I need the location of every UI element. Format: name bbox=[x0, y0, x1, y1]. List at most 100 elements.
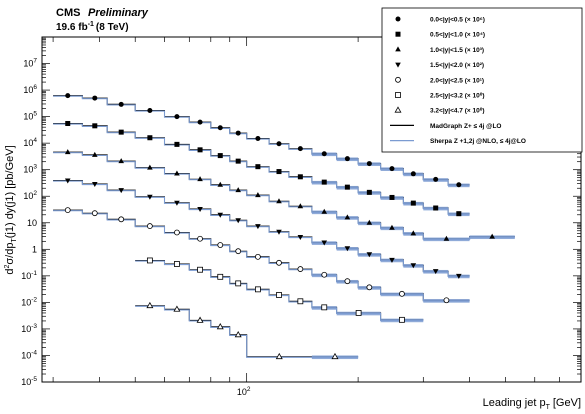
status-label: Preliminary bbox=[88, 7, 149, 19]
data-point bbox=[65, 121, 71, 127]
y-tick-label: 10-1 bbox=[21, 270, 37, 281]
data-point bbox=[432, 269, 439, 275]
data-point bbox=[366, 161, 372, 167]
y-tick-label: 1 bbox=[32, 244, 37, 254]
data-point bbox=[321, 151, 327, 157]
data-point bbox=[146, 301, 154, 309]
data-point bbox=[174, 141, 180, 147]
data-point bbox=[64, 149, 71, 155]
data-point bbox=[118, 158, 125, 164]
data-point bbox=[321, 304, 328, 311]
sherpa-histogram bbox=[135, 305, 359, 358]
data-point bbox=[197, 266, 203, 273]
data-point bbox=[197, 207, 203, 213]
data-point bbox=[366, 252, 373, 258]
data-point bbox=[344, 156, 350, 162]
data-point bbox=[321, 208, 328, 214]
data-point bbox=[235, 218, 241, 224]
y-tick-label: 10-3 bbox=[21, 323, 37, 334]
data-point bbox=[321, 179, 327, 185]
y-tick-label: 102 bbox=[23, 190, 37, 201]
data-point bbox=[276, 292, 282, 298]
legend-label: Sherpa Z +1,2j @NLO, ≤ 4j@LO bbox=[430, 138, 526, 145]
data-point bbox=[197, 147, 203, 153]
y-tick-label: 10-5 bbox=[21, 376, 37, 387]
data-point bbox=[174, 229, 180, 236]
data-point bbox=[173, 305, 181, 312]
legend-marker bbox=[395, 31, 401, 37]
data-point bbox=[197, 176, 203, 182]
data-point bbox=[92, 123, 98, 129]
legend-label: 2.5<|y|<3.2 (× 10⁰) bbox=[430, 92, 485, 100]
data-point bbox=[217, 242, 224, 248]
data-point bbox=[174, 170, 180, 176]
madgraph-histogram bbox=[53, 209, 470, 301]
data-point bbox=[366, 219, 373, 225]
data-point bbox=[146, 223, 153, 229]
y-tick-label: 10-2 bbox=[21, 296, 37, 307]
data-point bbox=[389, 224, 395, 230]
data-point bbox=[331, 352, 339, 360]
data-point bbox=[217, 153, 223, 159]
data-point bbox=[235, 187, 241, 193]
data-point bbox=[255, 253, 261, 260]
legend-label: 3.2<|y|<4.7 (× 10⁰) bbox=[430, 107, 485, 115]
legend-marker bbox=[395, 92, 401, 98]
sherpa-histogram bbox=[53, 95, 470, 186]
data-point bbox=[297, 146, 303, 152]
data-point bbox=[118, 129, 124, 135]
data-point bbox=[366, 189, 372, 195]
data-point bbox=[217, 181, 224, 187]
data-point bbox=[275, 352, 283, 360]
data-point bbox=[118, 216, 125, 223]
data-point bbox=[174, 200, 180, 206]
y-tick-label: 106 bbox=[23, 84, 37, 95]
legend-marker bbox=[394, 106, 402, 113]
data-point bbox=[92, 95, 98, 101]
data-point bbox=[355, 310, 362, 316]
y-tick-label: 104 bbox=[23, 137, 37, 148]
data-point bbox=[321, 271, 328, 278]
data-point bbox=[217, 212, 224, 218]
data-point bbox=[297, 266, 304, 272]
data-point bbox=[197, 235, 203, 242]
data-point bbox=[344, 278, 351, 285]
data-point bbox=[197, 119, 203, 125]
data-point bbox=[91, 151, 98, 157]
data-point bbox=[389, 257, 395, 263]
data-point bbox=[344, 184, 350, 190]
legend-marker bbox=[395, 16, 401, 22]
y-axis-title: d2σ/dpT(j1) dy(j1) [pb/GeV] bbox=[4, 145, 18, 274]
legend-entries: 0.0<|y|<0.5 (× 10⁶) 0.5<|y|<1.0 (× 10⁴) 1.… bbox=[390, 16, 526, 145]
data-point bbox=[433, 176, 439, 182]
data-point bbox=[196, 316, 204, 323]
legend-label: 0.0<|y|<0.5 (× 10⁶) bbox=[430, 17, 485, 24]
data-point bbox=[217, 273, 224, 280]
data-point bbox=[276, 198, 282, 204]
sherpa-histogram bbox=[53, 180, 470, 277]
lumi-label: 19.6 fb-1 (8 TeV) bbox=[56, 21, 129, 33]
data-point bbox=[410, 200, 416, 206]
data-point bbox=[410, 263, 417, 269]
data-point bbox=[297, 203, 304, 209]
data-point bbox=[118, 188, 125, 194]
data-point bbox=[321, 240, 328, 246]
y-tick-label: 10-4 bbox=[21, 349, 37, 360]
data-markers bbox=[64, 93, 495, 360]
data-point bbox=[344, 246, 351, 252]
y-tick-label: 10 bbox=[27, 218, 37, 228]
y-tick-label: 105 bbox=[23, 111, 37, 122]
sherpa-histogram bbox=[53, 123, 470, 215]
data-point bbox=[235, 280, 242, 287]
x-tick-label: 102 bbox=[237, 386, 251, 397]
data-point bbox=[255, 192, 261, 198]
sherpa-histogram bbox=[53, 210, 470, 302]
data-point bbox=[399, 316, 405, 323]
legend-marker bbox=[395, 76, 401, 83]
y-tick-label: 103 bbox=[23, 164, 37, 175]
data-point bbox=[217, 125, 223, 131]
data-point bbox=[297, 298, 304, 305]
data-point bbox=[297, 174, 303, 180]
data-point bbox=[147, 107, 153, 113]
data-point bbox=[456, 273, 462, 279]
